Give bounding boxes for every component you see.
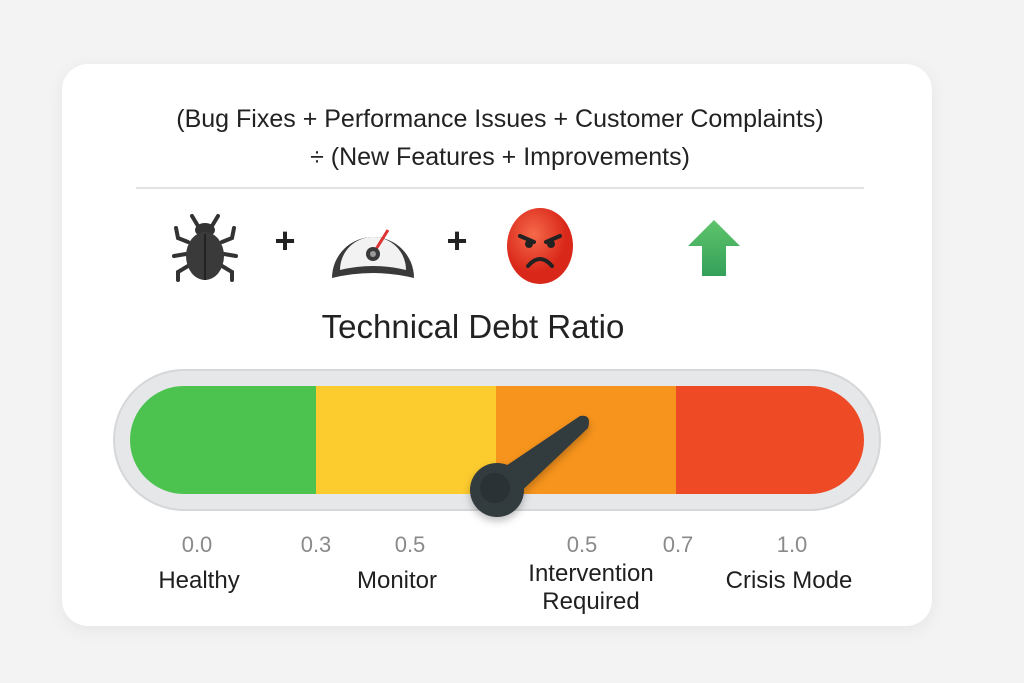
speedometer-icon xyxy=(332,229,414,278)
zone-label-intervention: Intervention xyxy=(528,560,654,587)
gauge-needle xyxy=(470,415,589,517)
divider xyxy=(136,187,864,189)
zone-label-monitor: Monitor xyxy=(356,567,438,594)
tick-label: 0.7 xyxy=(662,532,694,557)
plus-operator: + xyxy=(274,220,296,261)
zone-label-required: Required xyxy=(542,588,640,615)
tick-label: 1.0 xyxy=(776,532,808,557)
zone-label-crisis: Crisis Mode xyxy=(725,567,853,594)
tick-label: 0.5 xyxy=(394,532,426,557)
angry-face-icon xyxy=(507,208,573,284)
up-arrow-icon xyxy=(688,220,740,276)
tick-label: 0.5 xyxy=(566,532,598,557)
tick-label: 0.3 xyxy=(300,532,332,557)
formula-line-1: (Bug Fixes + Performance Issues + Custom… xyxy=(176,105,824,133)
formula-line-2: ÷ (New Features + Improvements) xyxy=(310,143,690,171)
gauge-segment xyxy=(676,386,864,494)
gauge-title: Technical Debt Ratio xyxy=(321,308,625,345)
zone-label-healthy: Healthy xyxy=(158,567,240,594)
bug-icon xyxy=(172,214,238,282)
tick-label: 0.0 xyxy=(181,532,213,557)
gauge-segment xyxy=(130,386,316,494)
card xyxy=(62,64,932,626)
gauge-segment xyxy=(316,386,496,494)
plus-operator: + xyxy=(446,220,468,261)
